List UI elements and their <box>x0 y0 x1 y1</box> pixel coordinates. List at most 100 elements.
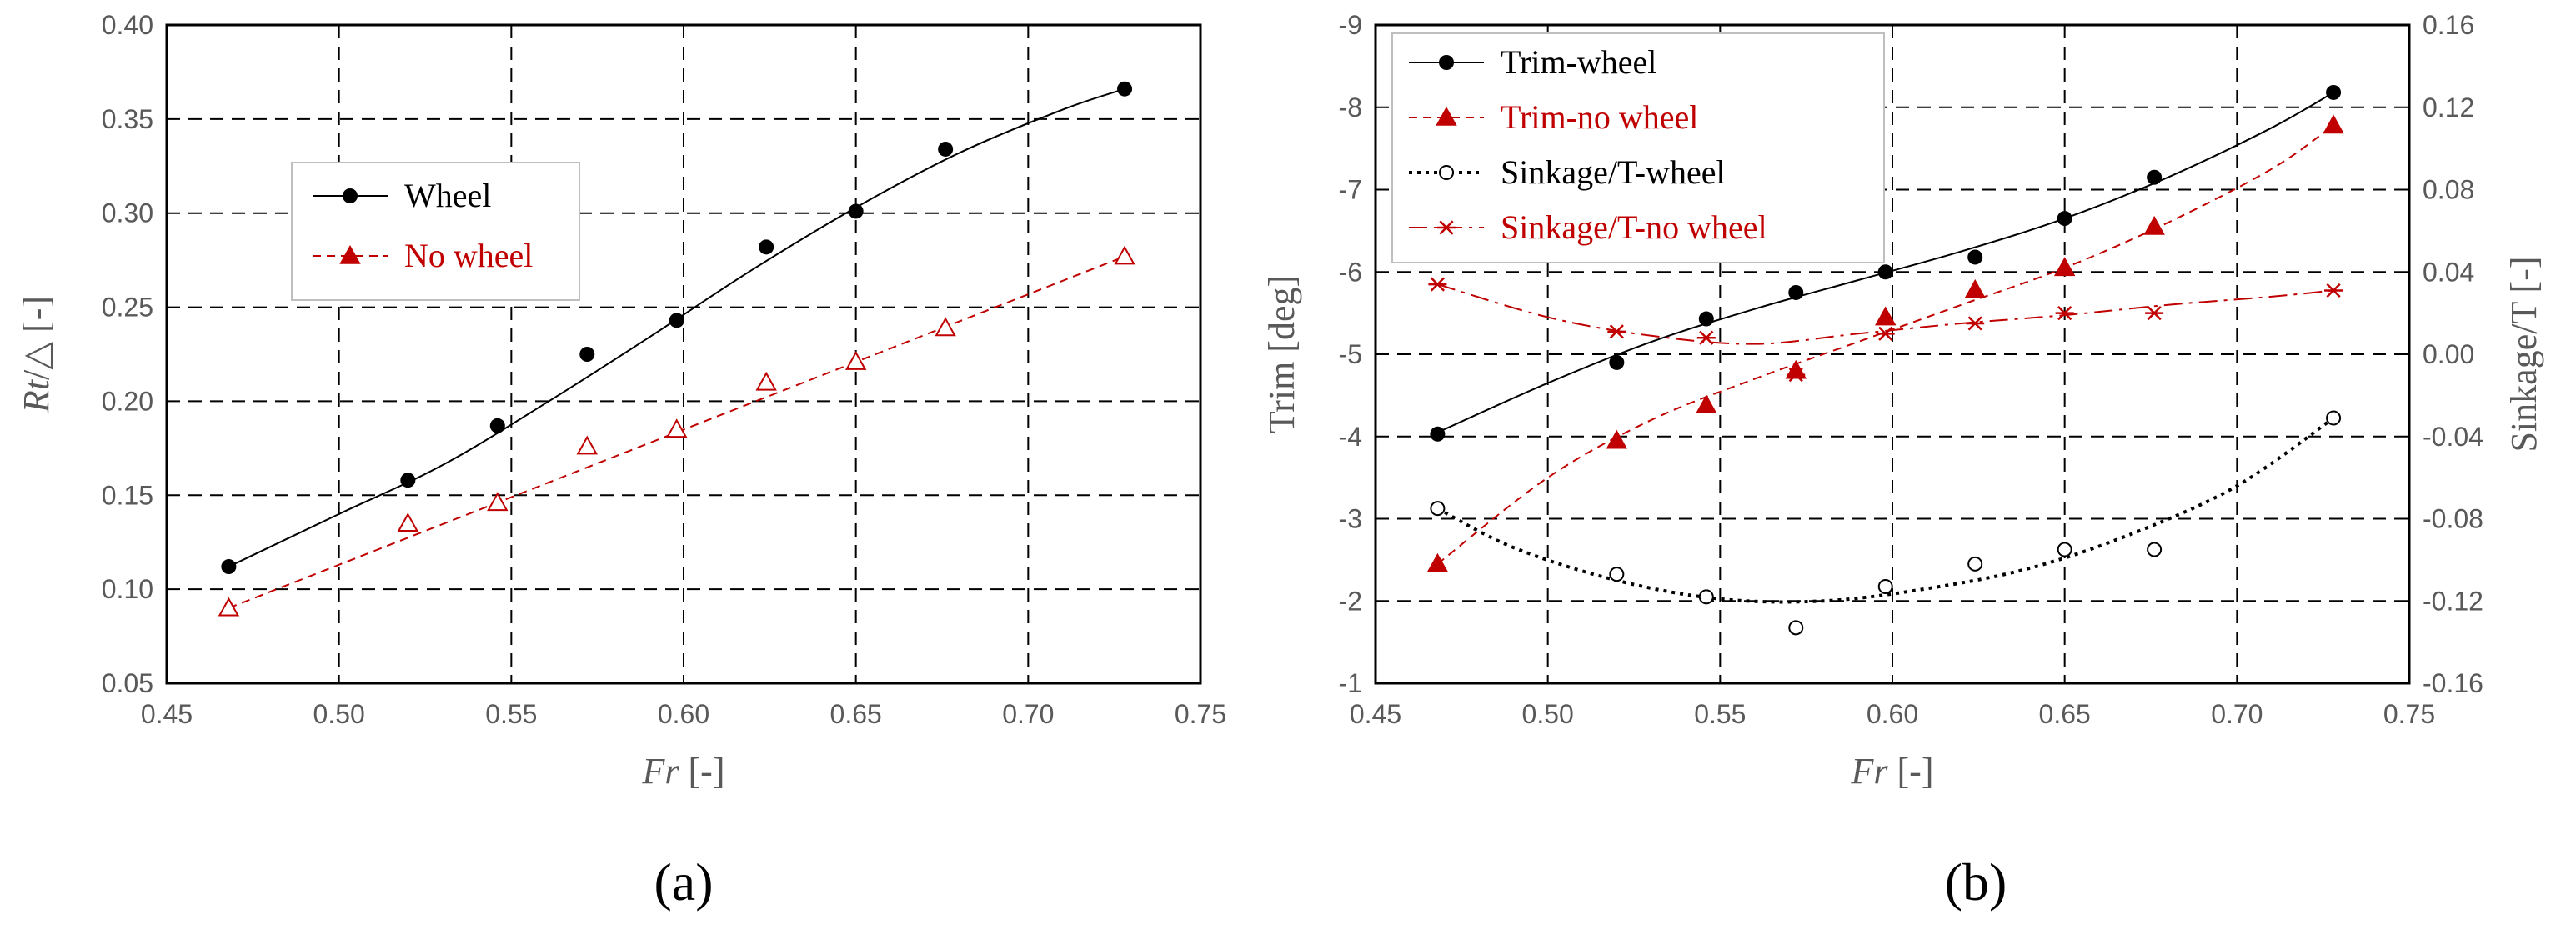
chart-b-legend-label: Trim-no wheel <box>1501 98 1698 136</box>
chart-b-x-tick-label: 0.45 <box>1350 699 1401 729</box>
chart-b-x-axis-title-italic: Fr <box>1851 751 1889 792</box>
chart-b-legend-marker <box>1439 165 1454 180</box>
chart-b-y-tick-label: -8 <box>1339 92 1362 122</box>
chart-a-point-no-wheel <box>576 435 598 455</box>
chart-b-fit-line-trim-no-wheel <box>1436 124 2334 565</box>
chart-a-legend-marker <box>339 244 361 264</box>
chart-a-legend-label: Wheel <box>404 177 491 214</box>
chart-b-point-trim-no-wheel <box>1426 552 1449 572</box>
chart-b-fit-lines <box>1436 92 2335 604</box>
chart-b-point-sinkage-t-no-wheel <box>1607 324 1626 339</box>
chart-b-x-tick-label: 0.50 <box>1522 699 1574 729</box>
chart-b-y2-axis-title: Sinkage/T [-] <box>2503 256 2544 452</box>
chart-b-point-sinkage-t-no-wheel <box>1787 368 1806 382</box>
chart-b-fit-line-sinkage-t-wheel <box>1436 416 2335 604</box>
chart-b-y-tick-label: -9 <box>1339 10 1362 40</box>
chart-a-x-tick-label: 0.70 <box>1002 699 1054 729</box>
chart-a-y-tick-label: 0.35 <box>102 104 153 134</box>
chart-b-y2-tick-label: -0.08 <box>2423 504 2483 534</box>
chart-b-point-sinkage-t-wheel <box>2057 542 2072 558</box>
chart-a-x-tick-label: 0.60 <box>658 699 709 729</box>
chart-a-y-axis-title: Rt/△ [-] <box>16 296 57 413</box>
chart-b-point-sinkage-t-no-wheel <box>1428 277 1447 292</box>
chart-a-legend-box <box>291 162 580 301</box>
chart-panel-a: 0.45 0.50 0.55 0.60 0.65 0.70 0.75 0.05 0.10 0.15… <box>16 10 1226 912</box>
chart-a-legend-label: No wheel <box>404 237 533 274</box>
chart-a-point-wheel <box>579 347 595 362</box>
chart-a-point-wheel <box>759 239 774 255</box>
chart-b-point-trim-wheel <box>1698 311 1714 327</box>
chart-a-plot-frame <box>165 23 1202 685</box>
chart-a-point-no-wheel <box>755 371 777 391</box>
chart-a-x-axis-title: Fr [-] <box>642 751 725 792</box>
chart-a-point-wheel <box>848 203 864 219</box>
chart-b-x-axis-title: Fr [-] <box>1851 751 1934 792</box>
chart-b-y2-tick-label: -0.04 <box>2423 422 2483 452</box>
chart-b-x-tick-label: 0.70 <box>2211 699 2263 729</box>
chart-a-point-no-wheel <box>935 317 956 337</box>
chart-a-x-axis-title-italic: Fr <box>642 751 680 792</box>
chart-b-fit-line-trim-wheel <box>1436 92 2334 433</box>
chart-b-point-sinkage-t-wheel <box>1609 567 1625 582</box>
chart-a-point-wheel <box>938 141 954 157</box>
chart-a-x-tick-label: 0.65 <box>830 699 882 729</box>
chart-a-data-marks <box>218 81 1135 617</box>
chart-b-y-tick-label: -6 <box>1339 257 1362 287</box>
chart-b-y2-tick-label: 0.04 <box>2423 257 2474 287</box>
chart-b-point-sinkage-t-wheel <box>1698 589 1714 605</box>
chart-a-point-wheel <box>221 559 237 575</box>
chart-b-legend-marker <box>1437 220 1456 235</box>
chart-b-point-trim-no-wheel <box>1606 429 1628 449</box>
chart-a-point-no-wheel <box>218 597 240 617</box>
chart-b-point-trim-no-wheel <box>1964 278 1986 298</box>
chart-a-x-tick-label: 0.75 <box>1175 699 1226 729</box>
chart-a-ticks: 0.45 0.50 0.55 0.60 0.65 0.70 0.75 0.05 0.10 0.15… <box>102 10 1226 729</box>
chart-a-grid <box>167 25 1200 683</box>
chart-b-point-trim-wheel <box>1609 354 1625 370</box>
chart-b-point-trim-no-wheel <box>2143 215 2165 235</box>
chart-panel-b: 0.45 0.50 0.55 0.60 0.65 0.70 0.75 -1 -2 -3 -4 -5 -6… <box>1261 10 2544 912</box>
chart-b-panel-label: (b) <box>1945 852 2007 912</box>
chart-a-y-axis-title-italic: Rt <box>16 378 57 413</box>
chart-b-y-tick-label: -1 <box>1339 668 1362 698</box>
chart-b-fit-line-sinkage-t-no-wheel <box>1437 283 2334 345</box>
chart-b-point-trim-wheel <box>2147 169 2163 185</box>
chart-b-point-trim-no-wheel <box>1875 306 1897 326</box>
chart-b-x-tick-label: 0.65 <box>2039 699 2091 729</box>
chart-a-x-tick-label: 0.50 <box>313 699 365 729</box>
chart-a-y-tick-label: 0.30 <box>102 198 153 228</box>
chart-b-legend-marker <box>1436 106 1457 126</box>
chart-b-point-sinkage-t-no-wheel <box>2055 306 2074 321</box>
chart-b-point-trim-wheel <box>1788 284 1804 300</box>
chart-a-y-tick-label: 0.10 <box>102 574 153 604</box>
chart-b-legend-box <box>1391 32 1885 263</box>
chart-a-y-tick-label: 0.40 <box>102 10 153 40</box>
chart-b-point-sinkage-t-no-wheel <box>2145 306 2164 321</box>
chart-b-y2-tick-label: 0.12 <box>2423 92 2474 122</box>
chart-a-point-wheel <box>489 418 505 433</box>
chart-b-y2-tick-label: -0.12 <box>2423 586 2483 616</box>
chart-b-plot-frame <box>1374 23 2411 685</box>
chart-b-legend: Trim-wheel Trim-no wheel Sinkage/T-wheel Si… <box>1391 32 1885 263</box>
chart-a-y-tick-label: 0.20 <box>102 386 153 416</box>
chart-a-y-axis-title-rest: /△ [-] <box>16 296 57 380</box>
chart-a-point-wheel <box>1117 81 1133 97</box>
chart-b-point-sinkage-t-no-wheel <box>1876 326 1895 341</box>
chart-a-point-wheel <box>400 472 416 488</box>
chart-a-legend: Wheel No wheel <box>291 162 580 301</box>
chart-b-point-trim-wheel <box>1967 249 1983 265</box>
chart-b-y2-tick-label: -0.16 <box>2423 668 2483 698</box>
chart-a-point-no-wheel <box>397 512 419 532</box>
chart-b-point-sinkage-t-no-wheel <box>1966 316 1985 331</box>
chart-b-point-trim-wheel <box>1430 426 1446 442</box>
chart-a-panel-label: (a) <box>654 852 713 912</box>
chart-b-point-sinkage-t-wheel <box>1877 578 1893 594</box>
chart-a-point-no-wheel <box>844 350 867 370</box>
chart-a-point-no-wheel <box>487 492 509 512</box>
chart-b-point-sinkage-t-wheel <box>2147 542 2163 558</box>
chart-b-y2-tick-label: 0.00 <box>2423 339 2474 369</box>
chart-b-y-tick-label: -7 <box>1339 175 1362 205</box>
chart-b-y-tick-label: -5 <box>1339 339 1362 369</box>
chart-b-point-trim-no-wheel <box>2053 257 2076 277</box>
